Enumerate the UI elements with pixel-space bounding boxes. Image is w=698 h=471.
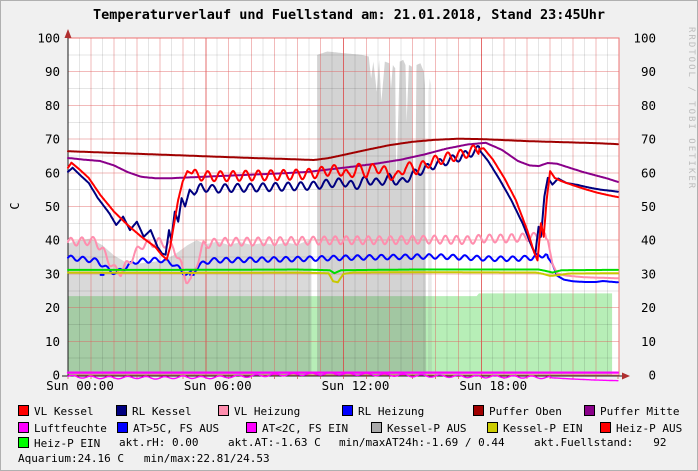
legend-label: min/maxAT24h:-1.69 / 0.44 (339, 436, 505, 449)
legend-swatch (371, 422, 382, 433)
legend-label: akt.Fuellstand: 92 (534, 436, 667, 449)
legend-item-puffer-oben: Puffer Oben (473, 405, 562, 418)
legend-item-vl-heizung: VL Heizung (218, 405, 300, 418)
legend-item-at-5c-fs-aus: AT>5C, FS AUS (117, 422, 219, 435)
series-rl-kessel (67, 145, 619, 256)
x-tick-label: Sun 00:00 (46, 378, 114, 393)
y-tick-left: 80 (45, 98, 60, 113)
legend-label: akt.rH: 0.00 (119, 436, 199, 449)
legend-swatch (116, 405, 127, 416)
y-tick-left: 90 (45, 64, 60, 79)
legend-label: Luftfeuchte (34, 422, 107, 435)
y-tick-left: 10 (45, 334, 60, 349)
y-tick-left: 70 (45, 132, 60, 147)
legend-item-heiz-p-aus: Heiz-P AUS (600, 422, 682, 435)
y-tick-left: 100 (37, 31, 60, 46)
legend-label: Puffer Mitte (600, 405, 680, 418)
y-tick-left: 40 (45, 233, 60, 248)
y-tick-right: 0 (648, 368, 656, 383)
legend-swatch (487, 422, 498, 433)
legend-label: Puffer Oben (489, 405, 562, 418)
series-rl-heizung (67, 253, 619, 284)
legend-label: RL Kessel (132, 405, 192, 418)
legend-item-min-maxat24h-1-69-0-44: min/maxAT24h:-1.69 / 0.44 (339, 437, 505, 449)
legend-label: Kessel-P AUS (387, 422, 467, 435)
x-tick-label: Sun 06:00 (184, 378, 252, 393)
legend-label: VL Heizung (234, 405, 301, 418)
legend-item-at-2c-fs-ein: AT<2C, FS EIN (246, 422, 348, 435)
legend-label: AT<2C, FS EIN (262, 422, 349, 435)
y-tick-left: 20 (45, 300, 60, 315)
series-vl-kessel (67, 144, 619, 262)
legend-label: Aquarium:24.16 C min/max:22.81/24.53 (18, 452, 270, 465)
y-tick-left: 0 (52, 368, 60, 383)
legend-swatch (600, 422, 611, 433)
legend-swatch (18, 422, 29, 433)
chart: 0 0 10 10 20 20 30 30 40 40 50 50 60 60 70 70 80 80 90 90 10… (37, 29, 656, 394)
legend-swatch (218, 405, 229, 416)
legend-item-akt-rh-0-00: akt.rH: 0.00 (119, 437, 198, 449)
legend-swatch (18, 405, 29, 416)
y-tick-right: 10 (641, 334, 656, 349)
legend-swatch (18, 437, 29, 448)
line-series (66, 137, 619, 382)
axis-tick-labels: 0 0 10 10 20 20 30 30 40 40 50 50 60 60 70 70 80 80 90 90 10… (37, 31, 656, 394)
grid (68, 38, 619, 375)
y-axis-arrow (64, 29, 72, 38)
series-puffer-mitte (67, 141, 619, 183)
areas (68, 51, 613, 376)
legend-label: VL Kessel (34, 405, 94, 418)
x-tick-label: Sun 12:00 (322, 378, 390, 393)
x-axis-arrow (622, 372, 630, 380)
y-tick-right: 50 (641, 199, 656, 214)
legend-label: Heiz-P AUS (616, 422, 683, 435)
y-tick-left: 50 (45, 199, 60, 214)
legend-label: Kessel-P EIN (503, 422, 583, 435)
legend-item-luftfeuchte: Luftfeuchte (18, 422, 107, 435)
rrdtool-watermark: RRDTOOL / TOBI OETIKER (686, 27, 696, 191)
legend-swatch (342, 405, 353, 416)
legend-swatch (117, 422, 128, 433)
legend-label: akt.AT:-1.63 C (228, 436, 321, 449)
legend-swatch (473, 405, 484, 416)
legend-item-kessel-p-ein: Kessel-P EIN (487, 422, 582, 435)
series-kessel-p-ein (67, 271, 619, 284)
x-tick-label: Sun 18:00 (459, 378, 527, 393)
y-tick-left: 60 (45, 165, 60, 180)
y-tick-right: 40 (641, 233, 656, 248)
legend-label: AT>5C, FS AUS (133, 422, 220, 435)
series-puffer-oben (67, 137, 619, 161)
series-fuellstand (68, 293, 613, 375)
y-tick-right: 20 (641, 300, 656, 315)
y-tick-right: 60 (641, 165, 656, 180)
y-tick-right: 30 (641, 266, 656, 281)
y-tick-right: 80 (641, 98, 656, 113)
chart-title: Temperaturverlauf und Fuellstand am: 21.… (92, 7, 606, 23)
series-at-aussentemperatur (67, 371, 619, 382)
y-tick-left: 30 (45, 266, 60, 281)
legend-item-rl-kessel: RL Kessel (116, 405, 192, 418)
legend-item-puffer-mitte: Puffer Mitte (584, 405, 679, 418)
legend-item-akt-fuellstand-92: akt.Fuellstand: 92 (534, 437, 666, 449)
y-tick-right: 70 (641, 132, 656, 147)
legend-item-rl-heizung: RL Heizung (342, 405, 424, 418)
legend-item-vl-kessel: VL Kessel (18, 405, 94, 418)
legend-item-heiz-p-ein: Heiz-P EIN (18, 437, 100, 450)
legend-swatch (246, 422, 257, 433)
legend-item-aquarium-24-16-c-min-max-22-81-24-53: Aquarium:24.16 C min/max:22.81/24.53 (18, 453, 270, 465)
y-tick-right: 90 (641, 64, 656, 79)
legend-swatch (584, 405, 595, 416)
y-tick-right: 100 (633, 31, 656, 46)
legend-item-kessel-p-aus: Kessel-P AUS (371, 422, 466, 435)
legend-label: RL Heizung (358, 405, 425, 418)
legend-label: Heiz-P EIN (34, 437, 101, 450)
series-kessel-p-aus (317, 51, 427, 375)
legend-item-akt-at-1-63-c: akt.AT:-1.63 C (228, 437, 321, 449)
series-heiz-p-ein (67, 268, 619, 275)
